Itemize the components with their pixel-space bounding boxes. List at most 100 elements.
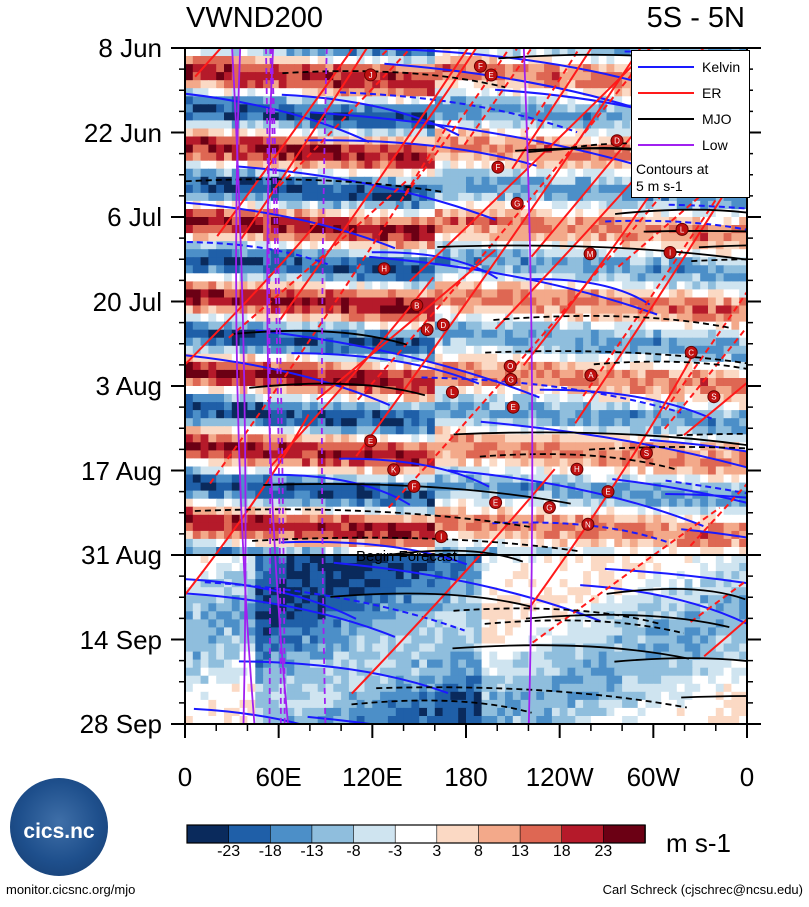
- field-cell: [653, 241, 662, 250]
- field-cell: [497, 353, 506, 363]
- field-cell: [700, 458, 709, 467]
- field-cell: [411, 337, 420, 347]
- field-cell: [192, 72, 202, 81]
- field-cell: [661, 571, 670, 580]
- field-cell: [387, 434, 397, 443]
- field-cell: [715, 418, 725, 427]
- field-cell: [676, 361, 686, 371]
- field-cell: [544, 547, 553, 556]
- field-cell: [192, 152, 202, 162]
- field-cell: [715, 281, 725, 290]
- field-cell: [333, 442, 342, 451]
- field-cell: [442, 233, 451, 242]
- field-cell: [356, 152, 366, 162]
- field-cell: [629, 353, 639, 363]
- field-cell: [427, 297, 436, 307]
- field-cell: [395, 563, 405, 572]
- field-cell: [544, 249, 553, 258]
- field-cell: [458, 345, 467, 355]
- field-cell: [333, 48, 342, 57]
- field-cell: [544, 361, 553, 371]
- field-cell: [302, 442, 311, 451]
- field-cell: [575, 361, 584, 371]
- field-cell: [427, 418, 436, 427]
- field-cell: [411, 209, 420, 218]
- field-cell: [364, 217, 373, 226]
- field-cell: [559, 506, 569, 516]
- field-cell: [372, 522, 381, 532]
- field-cell: [224, 249, 233, 258]
- field-cell: [622, 128, 631, 138]
- field-cell: [263, 514, 272, 524]
- field-cell: [731, 329, 740, 339]
- field-cell: [216, 514, 225, 524]
- field-cell: [450, 410, 459, 419]
- field-cell: [411, 160, 420, 170]
- field-cell: [231, 361, 241, 371]
- field-cell: [341, 555, 350, 564]
- field-cell: [575, 96, 584, 105]
- field-cell: [567, 209, 576, 218]
- field-cell: [512, 345, 522, 355]
- field-cell: [551, 152, 561, 162]
- field-cell: [395, 257, 405, 266]
- field-cell: [590, 345, 600, 355]
- field-cell: [294, 80, 303, 89]
- field-cell: [559, 361, 569, 371]
- field-cell: [668, 410, 678, 419]
- field-cell: [192, 563, 202, 572]
- field-cell: [489, 329, 498, 339]
- field-cell: [270, 305, 280, 315]
- field-cell: [224, 200, 233, 210]
- field-cell: [497, 48, 506, 57]
- field-cell: [723, 305, 732, 315]
- field-cell: [723, 313, 732, 323]
- field-cell: [629, 563, 639, 572]
- field-cell: [270, 490, 280, 500]
- field-cell: [544, 378, 553, 387]
- field-cell: [575, 426, 584, 435]
- field-cell: [403, 474, 412, 484]
- field-cell: [505, 96, 514, 105]
- field-cell: [255, 369, 264, 379]
- field-cell: [200, 128, 209, 138]
- field-cell: [622, 136, 631, 146]
- field-cell: [364, 538, 373, 548]
- chart-title: VWND200: [186, 2, 323, 34]
- field-cell: [302, 289, 311, 298]
- field-cell: [629, 410, 639, 419]
- field-cell: [380, 498, 389, 508]
- field-cell: [489, 442, 498, 451]
- field-cell: [325, 72, 334, 81]
- field-cell: [224, 514, 233, 524]
- field-cell: [419, 225, 428, 234]
- field-cell: [317, 225, 327, 234]
- field-cell: [419, 48, 428, 57]
- field-cell: [505, 394, 514, 403]
- field-cell: [692, 369, 701, 379]
- field-cell: [606, 361, 615, 371]
- field-cell: [622, 386, 631, 395]
- field-cell: [700, 474, 709, 484]
- field-cell: [309, 56, 319, 65]
- field-cell: [419, 168, 428, 178]
- field-cell: [661, 386, 670, 395]
- field-cell: [286, 152, 295, 162]
- field-cell: [661, 466, 670, 476]
- field-cell: [497, 265, 506, 274]
- field-cell: [606, 313, 615, 323]
- field-cell: [442, 160, 451, 170]
- field-cell: [559, 345, 569, 355]
- field-cell: [715, 337, 725, 347]
- field-cell: [723, 353, 732, 363]
- field-cell: [489, 353, 498, 363]
- field-cell: [536, 418, 545, 427]
- field-cell: [637, 265, 647, 274]
- field-cell: [583, 555, 592, 564]
- field-cell: [692, 458, 701, 467]
- field-cell: [411, 458, 420, 467]
- field-cell: [403, 337, 412, 347]
- field-cell: [208, 80, 217, 89]
- field-cell: [263, 458, 272, 467]
- field-cell: [559, 176, 569, 186]
